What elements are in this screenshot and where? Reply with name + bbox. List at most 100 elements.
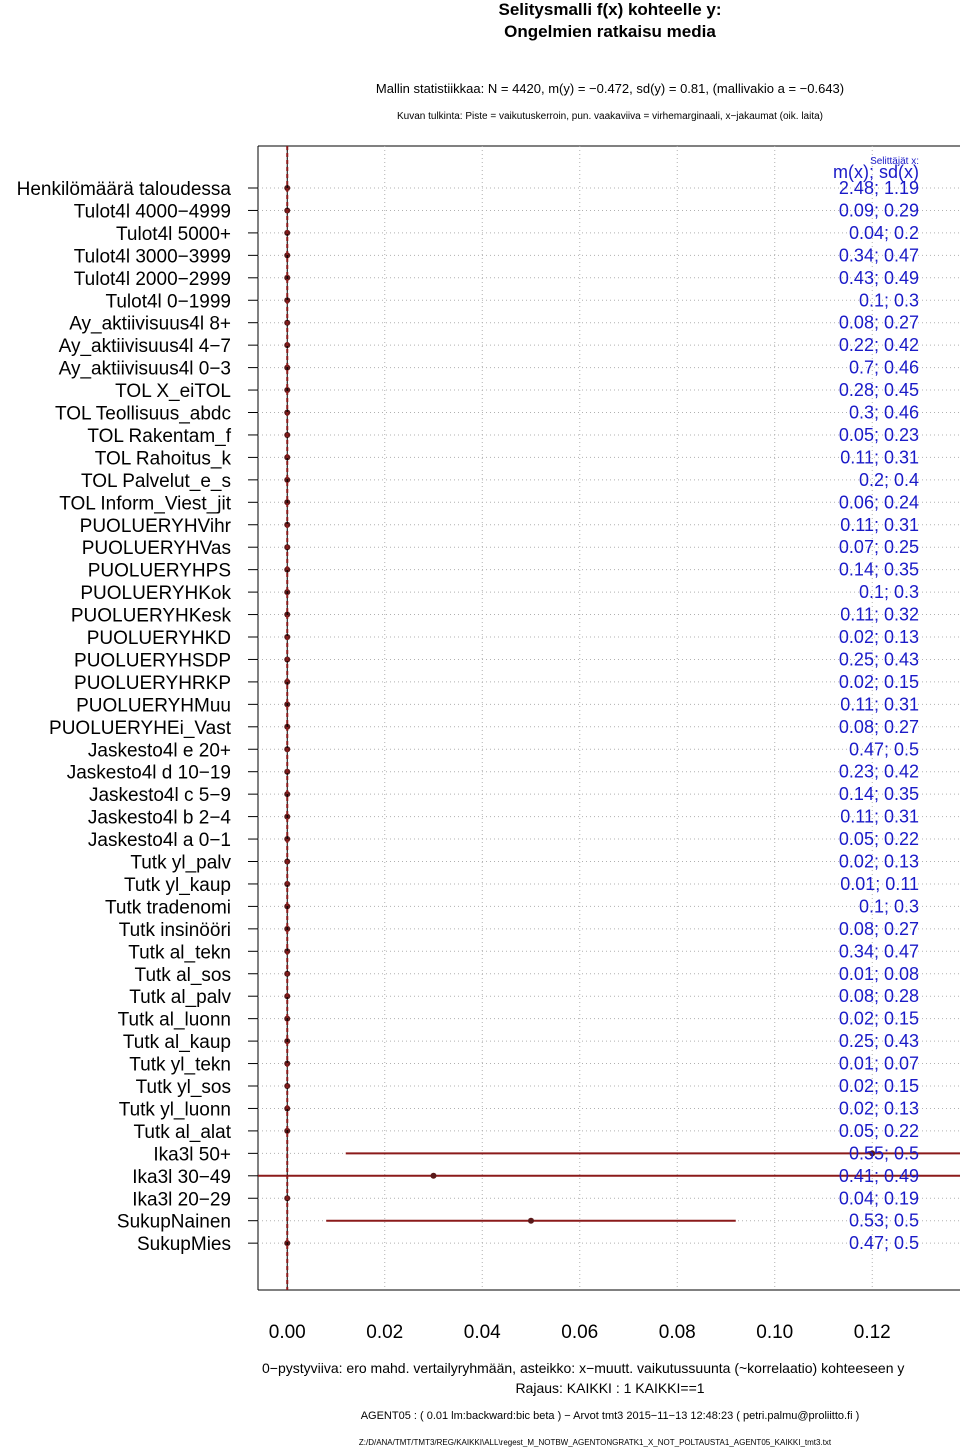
coefficient-point [528,1217,534,1224]
variable-stats: 0.11; 0.31 [840,694,919,714]
right-panel-header: m(x); sd(x) [833,162,919,182]
variable-stats: 0.01; 0.07 [839,1054,919,1074]
coefficient-point [430,1172,437,1179]
variable-stats: 0.47; 0.5 [849,739,919,759]
variable-stats: 0.11; 0.31 [840,447,919,467]
x-tick-label: 0.00 [269,1322,306,1343]
y-tick-label: TOL Rahoitus_k [95,448,232,469]
y-tick-label: PUOLUERYHRKP [74,673,231,694]
y-tick-label: Tutk yl_luonn [119,1099,231,1120]
y-tick-label: Tutk al_palv [129,987,231,1008]
y-tick-label: Tutk al_sos [135,965,231,986]
variable-stats: 0.34; 0.47 [839,941,919,961]
y-tick-label: Tulot4l 3000−3999 [74,246,231,267]
variable-stats: 0.25; 0.43 [839,1031,919,1051]
variable-stats: 0.34; 0.47 [839,245,919,265]
y-tick-label: PUOLUERYHVihr [80,516,232,537]
variable-stats: 0.11; 0.31 [840,807,919,827]
right-panel-title: Selittäjät x: [870,156,919,167]
variable-stats: 0.07; 0.25 [839,537,919,557]
y-tick-label: Tulot4l 5000+ [116,224,231,245]
variable-stats: 0.23; 0.42 [839,762,919,782]
x-tick-label: 0.08 [659,1322,696,1343]
y-tick-label: Tulot4l 2000−2999 [74,269,231,290]
variable-stats: 0.01; 0.11 [840,874,919,894]
y-tick-label: SukupNainen [117,1212,231,1233]
y-tick-label: PUOLUERYHKok [80,583,231,604]
variable-stats: 0.47; 0.5 [849,1233,919,1253]
y-tick-label: Jaskesto4l b 2−4 [88,808,232,829]
y-tick-label: Henkilömäärä taloudessa [17,179,232,200]
y-tick-label: Tulot4l 4000−4999 [74,201,231,222]
interpretation-line: Kuvan tulkinta: Piste = vaikutuskerroin,… [396,111,824,122]
y-tick-label: PUOLUERYHEi_Vast [49,718,232,739]
variable-stats: 0.06; 0.24 [839,492,919,512]
y-tick-label: TOL Palvelut_e_s [81,471,231,492]
x-tick-label: 0.10 [756,1322,793,1343]
variable-stats: 0.7; 0.46 [849,358,919,378]
variable-stats: 0.14; 0.35 [839,784,919,804]
variable-stats: 0.11; 0.31 [840,515,919,535]
variable-stats: 0.02; 0.13 [839,852,919,872]
file-path-line: Z:/D/ANA/TMT/TMT3/REG/KAIKKI\ALL\regest_… [358,1438,832,1447]
variable-stats: 0.43; 0.49 [839,268,919,288]
variable-stats: 0.02; 0.15 [839,1009,919,1029]
y-tick-label: Tutk tradenomi [105,897,231,918]
chart-title-line1: Selitysmalli f(x) kohteelle y: [498,0,722,19]
y-tick-label: Tutk yl_kaup [124,875,231,896]
variable-stats: 0.05; 0.22 [839,829,919,849]
y-tick-label: Ay_aktiivisuus4l 4−7 [59,336,231,357]
y-tick-label: PUOLUERYHKesk [71,606,232,627]
y-tick-label: Ika3l 50+ [153,1144,231,1165]
x-tick-label: 0.06 [561,1322,598,1343]
y-tick-label: Tulot4l 0−1999 [105,291,231,312]
y-tick-label: TOL Rakentam_f [87,426,231,447]
y-tick-label: Ay_aktiivisuus4l 8+ [69,314,231,335]
y-tick-label: Ika3l 20−29 [132,1189,231,1210]
rajaus-line: Rajaus: KAIKKI : 1 KAIKKI==1 [515,1380,705,1396]
coefficient-point [869,1150,876,1157]
variable-stats: 0.09; 0.29 [839,200,919,220]
variable-stats: 0.08; 0.27 [839,313,919,333]
y-tick-label: Tutk al_kaup [123,1032,231,1053]
variable-stats: 0.2; 0.4 [859,470,919,490]
variable-stats: 0.1; 0.3 [859,290,919,310]
variable-stats: 0.02; 0.13 [839,627,919,647]
y-tick-label: Tutk yl_tekn [129,1055,231,1076]
y-tick-label: Ay_aktiivisuus4l 0−3 [59,359,231,380]
variable-stats: 0.02; 0.15 [839,1076,919,1096]
y-tick-label: TOL Teollisuus_abdc [55,404,231,425]
variable-stats: 0.02; 0.13 [839,1098,919,1118]
y-tick-label: Tutk yl_palv [130,853,231,874]
y-tick-label: Jaskesto4l c 5−9 [89,785,231,806]
variable-stats: 0.08; 0.27 [839,919,919,939]
y-tick-label: PUOLUERYHSDP [74,650,231,671]
chart-title-line2: Ongelmien ratkaisu media [504,22,716,41]
y-tick-label: SukupMies [137,1234,231,1255]
y-tick-label: Jaskesto4l e 20+ [88,740,231,761]
variable-stats: 0.28; 0.45 [839,380,919,400]
y-tick-label: Tutk al_alat [133,1122,231,1143]
variable-stats: 0.25; 0.43 [839,649,919,669]
x-tick-label: 0.04 [464,1322,501,1343]
variable-stats: 0.3; 0.46 [849,403,919,423]
y-tick-label: Ika3l 30−49 [132,1167,231,1188]
variable-stats: 0.02; 0.15 [839,672,919,692]
y-tick-label: Tutk yl_sos [136,1077,231,1098]
variable-stats: 0.04; 0.19 [839,1188,919,1208]
x-tick-label: 0.12 [854,1322,891,1343]
variable-stats: 0.14; 0.35 [839,560,919,580]
variable-stats: 0.08; 0.27 [839,717,919,737]
variable-stats: 0.1; 0.3 [859,896,919,916]
variable-stats: 0.55; 0.5 [849,1143,919,1163]
x-tick-label: 0.02 [366,1322,403,1343]
variable-stats: 0.08; 0.28 [839,986,919,1006]
variable-stats: 0.41; 0.49 [839,1166,919,1186]
variable-stats: 0.01; 0.08 [839,964,919,984]
y-tick-label: TOL X_eiTOL [115,381,231,402]
y-tick-label: TOL Inform_Viest_jit [59,493,232,514]
y-tick-label: Tutk al_tekn [128,942,231,963]
y-tick-label: Jaskesto4l d 10−19 [67,763,231,784]
y-tick-label: Tutk insinööri [119,920,231,941]
